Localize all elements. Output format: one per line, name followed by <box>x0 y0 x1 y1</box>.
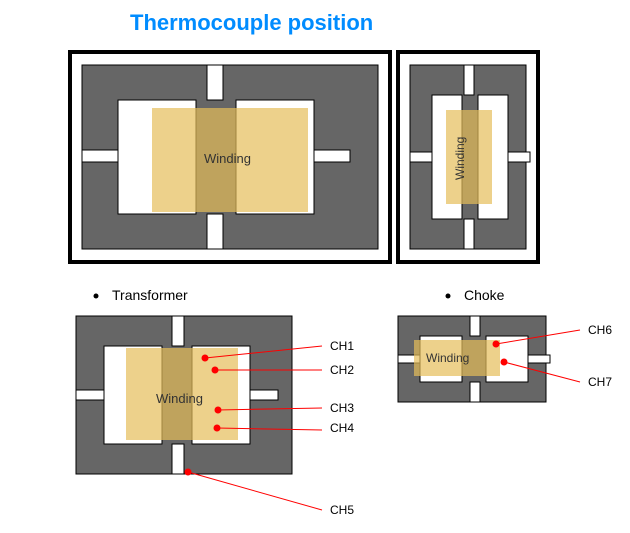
diagrams-layer <box>70 52 550 474</box>
bullet-label: Transformer <box>112 287 188 303</box>
channel-marker <box>214 425 221 432</box>
channel-marker <box>202 355 209 362</box>
bullet-dot <box>94 294 99 299</box>
bullet-dot <box>446 294 451 299</box>
channel-marker <box>215 407 222 414</box>
channel-label: CH7 <box>588 375 612 389</box>
channel-label: CH2 <box>330 363 354 377</box>
channel-label: CH6 <box>588 323 612 337</box>
channel-marker <box>185 469 192 476</box>
winding-label: Winding <box>156 391 203 406</box>
winding-label: Winding <box>204 151 251 166</box>
channel-label: CH3 <box>330 401 354 415</box>
winding-label: Winding <box>453 137 467 180</box>
bullet-label: Choke <box>464 287 505 303</box>
channel-label: CH1 <box>330 339 354 353</box>
page-title: Thermocouple position <box>130 10 373 35</box>
channel-marker <box>493 341 500 348</box>
winding-label: Winding <box>426 351 469 365</box>
channel-leader <box>188 472 322 510</box>
channel-marker <box>501 359 508 366</box>
channel-marker <box>212 367 219 374</box>
channel-label: CH4 <box>330 421 354 435</box>
channel-label: CH5 <box>330 503 354 517</box>
